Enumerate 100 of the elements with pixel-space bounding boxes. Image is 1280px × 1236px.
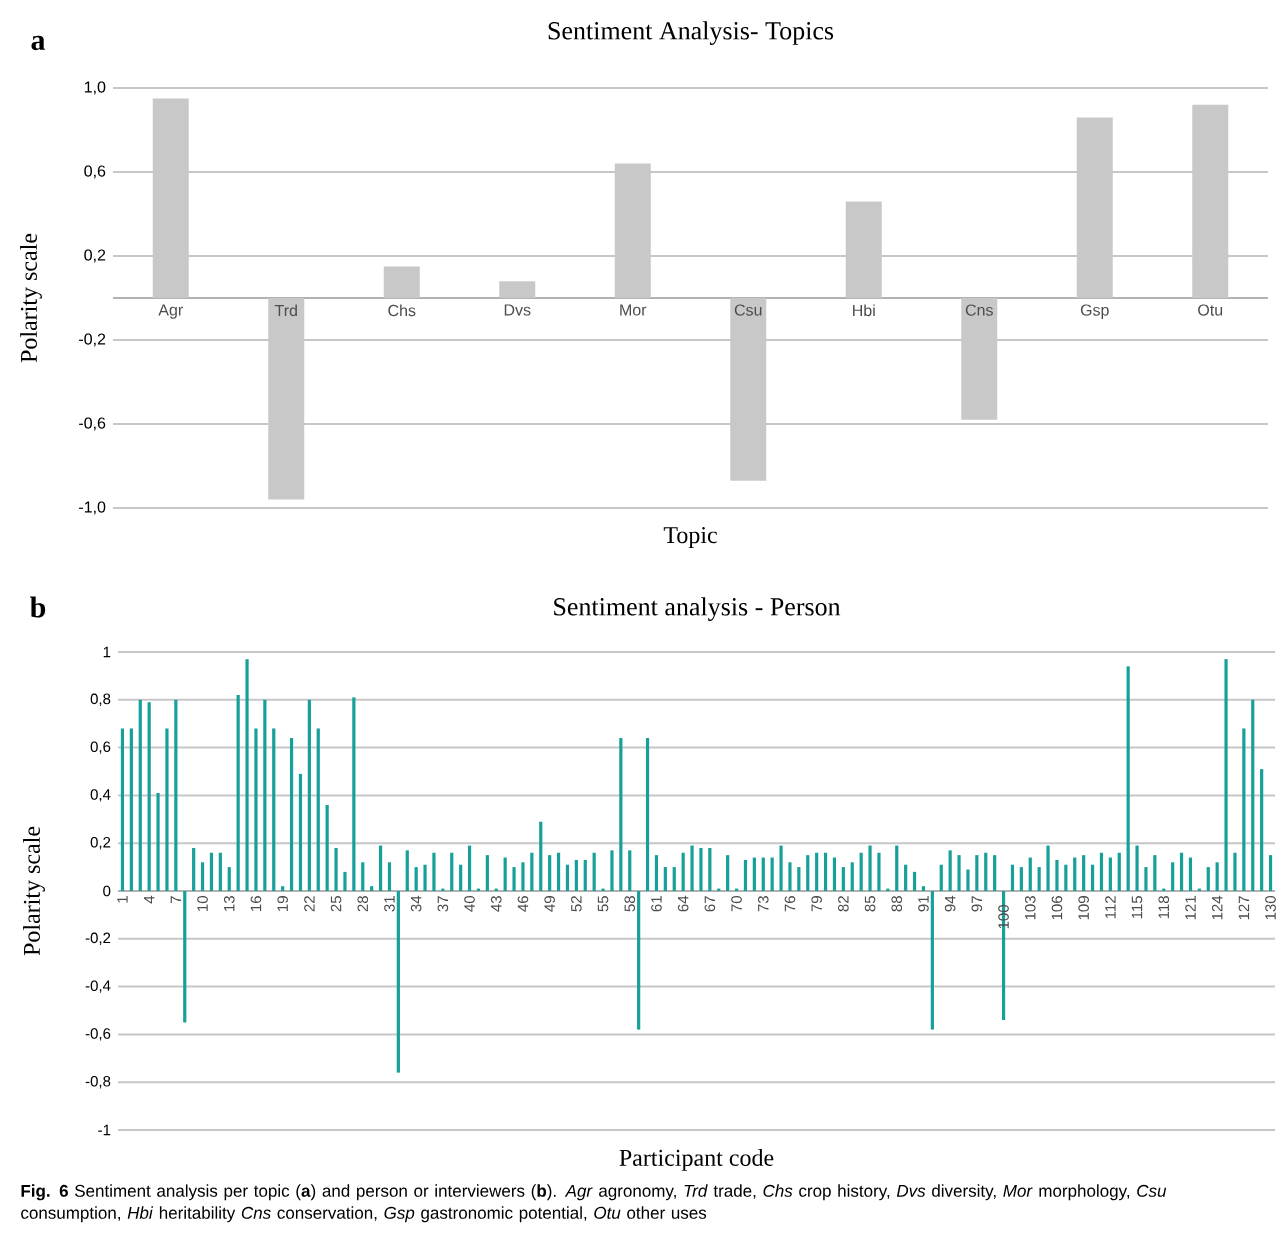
bar xyxy=(1144,867,1148,891)
bar xyxy=(200,862,205,891)
bar xyxy=(503,857,507,891)
x-tick-label: 52 xyxy=(571,896,582,912)
bar xyxy=(904,864,908,891)
bar xyxy=(654,855,659,891)
x-tick-label: 73 xyxy=(757,896,769,912)
x-tick-label: 67 xyxy=(704,896,716,912)
bar xyxy=(565,864,570,891)
bar xyxy=(975,855,979,891)
x-tick-label: 97 xyxy=(971,896,983,912)
bar xyxy=(405,850,409,891)
bar xyxy=(165,728,169,891)
bar xyxy=(1206,867,1210,891)
x-tick-label: 37 xyxy=(437,896,449,912)
bar xyxy=(383,266,420,298)
bar xyxy=(645,738,650,891)
x-tick-label: Mor xyxy=(620,304,647,316)
bar xyxy=(1188,857,1193,891)
bar xyxy=(263,699,267,891)
x-tick-label: 130 xyxy=(1265,895,1276,920)
x-tick-label: 28 xyxy=(357,896,369,912)
bar xyxy=(699,847,703,891)
x-tick-label: 85 xyxy=(864,896,876,912)
x-tick-label: 61 xyxy=(651,896,662,912)
bar xyxy=(378,845,383,891)
bar xyxy=(1055,859,1059,891)
x-tick-label: 34 xyxy=(410,895,422,912)
bar xyxy=(236,695,240,891)
bar xyxy=(352,697,356,891)
bar xyxy=(539,821,543,891)
bar xyxy=(414,867,418,891)
bar xyxy=(708,847,712,891)
y-tick-label: 0,6 xyxy=(84,165,106,179)
bar xyxy=(1090,864,1095,891)
bar xyxy=(877,852,881,891)
bar xyxy=(806,855,810,891)
x-tick-label: 76 xyxy=(784,896,796,912)
bar xyxy=(227,867,231,891)
bar xyxy=(788,862,792,891)
x-tick-label: 121 xyxy=(1185,896,1196,920)
bar xyxy=(521,862,525,891)
bar xyxy=(1126,666,1130,891)
bar xyxy=(770,857,774,891)
x-tick-label: 4 xyxy=(143,895,155,904)
y-tick-label: -0,6 xyxy=(85,1028,111,1041)
bar xyxy=(1251,699,1255,891)
bar xyxy=(1215,862,1219,891)
bar xyxy=(1242,728,1246,891)
bar xyxy=(815,852,819,891)
bar xyxy=(832,857,837,891)
x-tick-label: 70 xyxy=(731,895,742,912)
bar xyxy=(423,864,427,891)
bar xyxy=(690,845,694,891)
bar xyxy=(370,886,374,891)
bar xyxy=(325,804,329,891)
x-tick-label: 127 xyxy=(1238,896,1250,920)
bar xyxy=(361,862,365,891)
x-tick-label: Csu xyxy=(734,304,762,316)
x-tick-label: 49 xyxy=(544,896,555,912)
bar xyxy=(957,855,961,891)
x-tick-label: 106 xyxy=(1051,896,1063,920)
bar xyxy=(730,297,767,481)
bar xyxy=(138,699,142,891)
x-tick-label: 13 xyxy=(223,896,235,911)
bar xyxy=(614,163,651,298)
bar xyxy=(1117,852,1121,891)
bar xyxy=(1153,855,1157,891)
bar xyxy=(574,859,578,891)
bar xyxy=(1179,852,1184,891)
y-tick-label: -1,0 xyxy=(79,501,106,515)
bar xyxy=(183,890,187,1023)
x-tick-label: 94 xyxy=(944,895,956,912)
y-tick-label: 1 xyxy=(103,646,111,658)
y-tick-label: 0,2 xyxy=(90,836,111,850)
x-tick-label: 10 xyxy=(197,895,208,911)
bar xyxy=(281,886,285,891)
x-tick-label: Trd xyxy=(274,304,297,317)
bar xyxy=(152,98,189,298)
bar xyxy=(797,867,801,891)
bar xyxy=(850,862,854,891)
x-tick-label: 7 xyxy=(170,896,182,903)
chart-title: Sentiment analysis - Person xyxy=(554,597,841,621)
x-tick-label: Dvs xyxy=(504,304,531,316)
bar xyxy=(592,852,596,891)
x-tick-label: Chs xyxy=(388,304,416,317)
bar xyxy=(1135,845,1139,891)
bar xyxy=(556,852,561,891)
y-tick-label: -0,4 xyxy=(85,980,111,993)
bar xyxy=(984,852,988,891)
x-tick-label: 25 xyxy=(330,896,342,912)
bar xyxy=(316,728,320,891)
bar xyxy=(485,855,489,891)
x-tick-label: 22 xyxy=(304,896,315,912)
bar xyxy=(512,867,516,891)
bar xyxy=(218,852,222,891)
x-tick-label: 79 xyxy=(811,896,822,912)
bar xyxy=(174,699,178,891)
bar xyxy=(752,857,756,891)
bar xyxy=(930,890,934,1030)
